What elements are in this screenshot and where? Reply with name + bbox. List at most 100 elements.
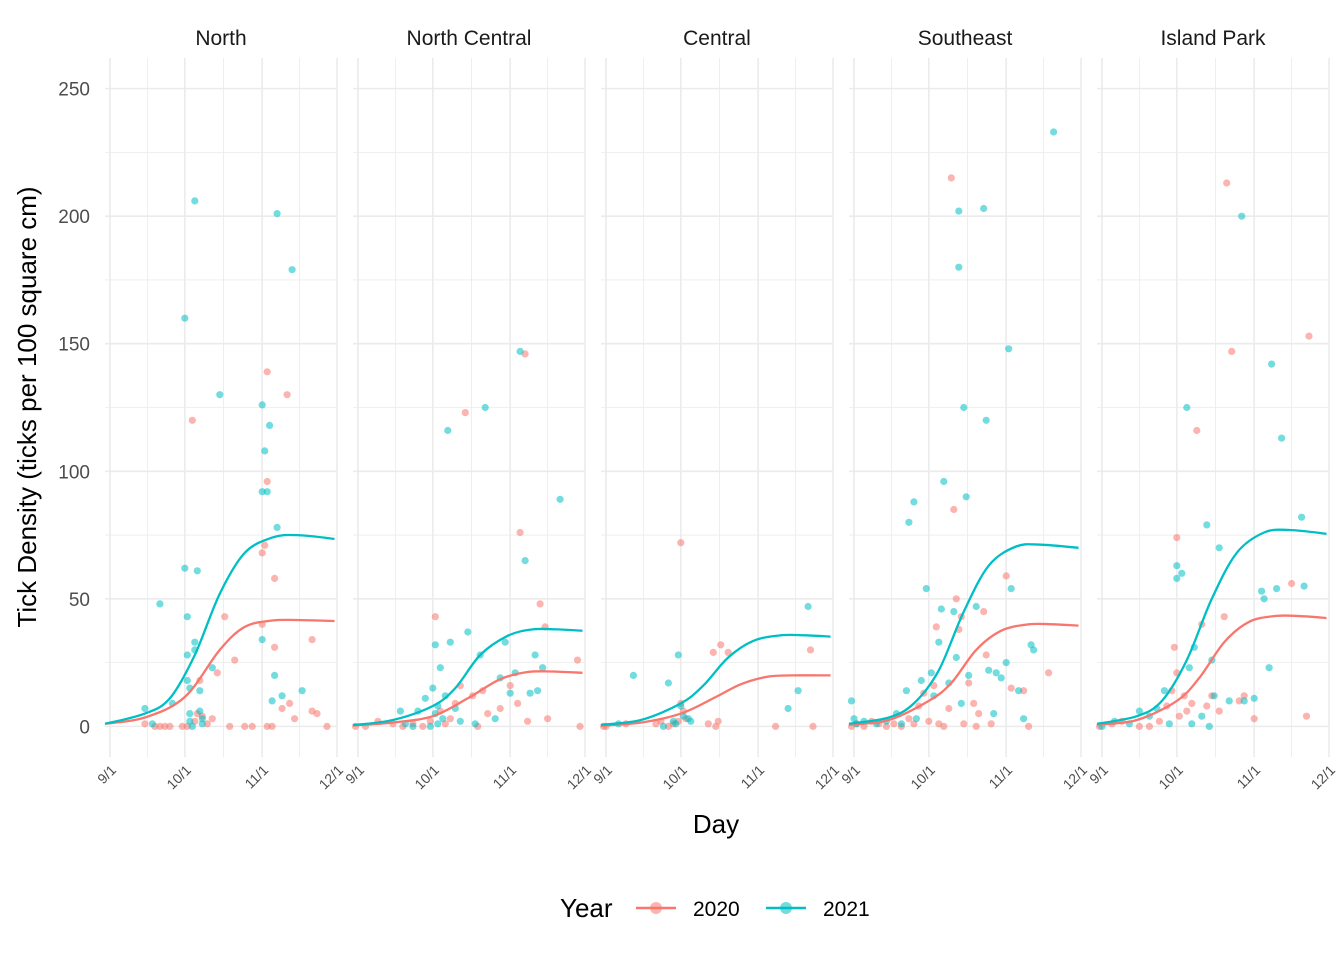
x-tick-label: 11/1 <box>489 762 519 792</box>
data-point <box>241 722 249 731</box>
x-tick-label: 12/1 <box>812 762 843 793</box>
data-point <box>186 710 194 718</box>
data-point <box>784 704 792 713</box>
data-point <box>431 613 439 621</box>
data-point <box>534 687 542 695</box>
x-tick-label: 11/1 <box>985 762 1015 792</box>
data-point <box>1198 712 1206 720</box>
data-point <box>1030 646 1038 654</box>
data-point <box>429 684 437 692</box>
data-point <box>288 266 296 274</box>
data-point <box>323 722 331 731</box>
data-point <box>1002 659 1010 667</box>
data-point <box>1235 697 1243 705</box>
y-tick-label: 0 <box>79 717 90 738</box>
data-point <box>464 628 472 636</box>
data-point <box>1183 403 1191 412</box>
data-point <box>952 595 960 603</box>
fit-curve-2021 <box>104 533 335 725</box>
data-point <box>421 694 429 702</box>
data-point <box>1050 128 1058 136</box>
data-point <box>997 674 1005 682</box>
data-point <box>806 646 815 654</box>
data-point <box>804 602 812 611</box>
data-point <box>576 722 584 731</box>
data-point <box>1005 345 1013 353</box>
data-point <box>188 416 196 424</box>
data-point <box>1298 513 1306 521</box>
data-point <box>1250 694 1258 702</box>
data-point <box>1007 585 1015 593</box>
data-point <box>972 602 980 611</box>
panel-central: Central 9/1 10/1 11/1 12/1 <box>590 27 842 792</box>
major-gridlines <box>601 58 834 757</box>
data-point <box>1025 722 1033 731</box>
x-tick-label: 10/1 <box>411 762 442 793</box>
legend-title: Year <box>560 893 613 923</box>
data-point <box>183 613 191 621</box>
fit-curve-2021 <box>352 627 583 727</box>
x-axis-title: Day <box>693 809 739 839</box>
data-point <box>809 722 817 731</box>
data-point <box>216 391 224 399</box>
data-point <box>910 498 918 506</box>
data-point <box>937 605 945 613</box>
data-point <box>196 687 204 695</box>
data-point <box>431 641 439 649</box>
data-point <box>1260 595 1268 603</box>
data-point <box>501 638 509 646</box>
data-point <box>992 669 1000 677</box>
data-point <box>181 564 189 572</box>
data-point <box>271 671 279 680</box>
data-point <box>1240 697 1248 705</box>
data-point <box>208 664 216 672</box>
fit-curve-2020 <box>848 622 1079 726</box>
data-point <box>539 664 547 672</box>
data-point <box>1145 722 1153 731</box>
data-point <box>1173 534 1181 542</box>
data-point <box>980 608 988 616</box>
data-point <box>191 638 199 646</box>
data-point <box>481 403 489 412</box>
x-tick-label: 9/1 <box>342 762 367 787</box>
data-point <box>930 682 938 690</box>
data-point <box>166 722 174 731</box>
data-point <box>955 263 963 271</box>
minor-gridlines <box>353 58 585 757</box>
data-point <box>794 687 802 695</box>
data-point <box>436 664 444 672</box>
x-tick-label: 12/1 <box>564 762 595 793</box>
data-point <box>516 347 524 355</box>
data-point <box>446 638 454 646</box>
legend-key-2021 <box>766 902 806 914</box>
data-point <box>1220 613 1228 621</box>
data-point <box>905 518 913 526</box>
data-point <box>419 722 427 731</box>
data-point <box>1188 699 1196 708</box>
data-point <box>957 699 965 708</box>
data-point <box>1188 720 1196 728</box>
data-point <box>461 409 469 417</box>
data-point <box>439 715 447 723</box>
data-point <box>1238 212 1246 220</box>
data-point <box>471 720 479 728</box>
data-point <box>396 707 404 715</box>
data-point <box>927 669 935 677</box>
facet-label-central: Central <box>683 27 751 50</box>
data-point <box>258 401 266 409</box>
data-point <box>1170 643 1178 651</box>
x-tick-label: 9/1 <box>590 762 615 787</box>
data-point <box>556 495 564 503</box>
data-point <box>141 704 149 713</box>
data-point <box>271 574 279 583</box>
data-point <box>664 679 673 687</box>
data-point <box>258 636 266 644</box>
data-point <box>990 710 998 718</box>
data-point <box>221 613 229 621</box>
data-point <box>1160 687 1168 695</box>
data-point <box>263 488 271 496</box>
data-point <box>1203 702 1211 710</box>
data-point <box>987 720 995 728</box>
data-point <box>709 648 717 657</box>
